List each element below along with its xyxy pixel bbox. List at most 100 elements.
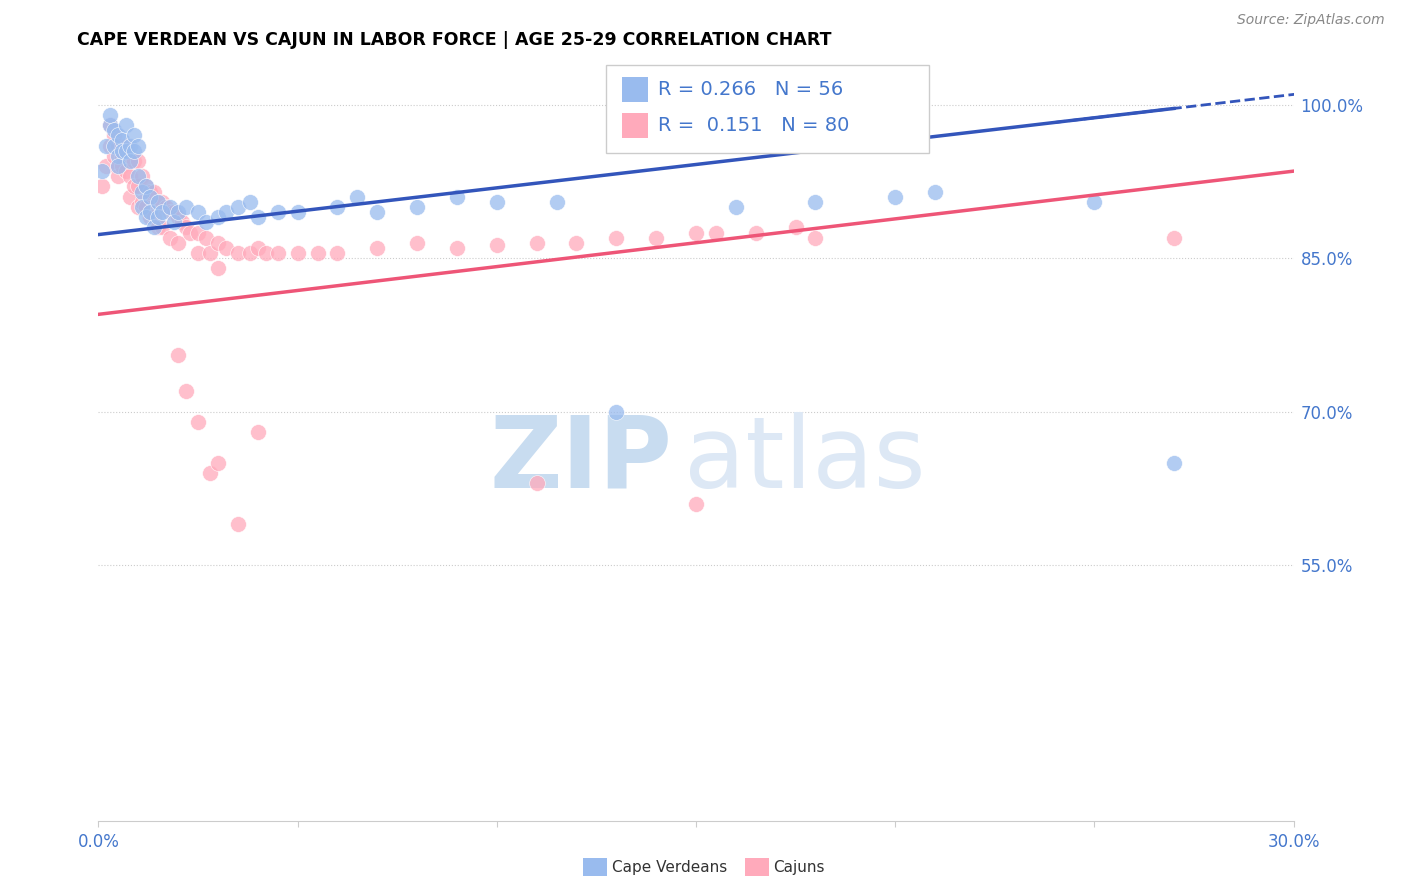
Point bbox=[884, 190, 907, 204]
Point bbox=[98, 118, 122, 132]
Point bbox=[111, 149, 134, 163]
Point bbox=[1083, 194, 1105, 209]
Point bbox=[239, 194, 262, 209]
Point bbox=[148, 194, 170, 209]
Point bbox=[98, 118, 122, 132]
Point bbox=[187, 226, 209, 240]
Point bbox=[239, 246, 262, 260]
Point bbox=[124, 144, 146, 158]
Point bbox=[150, 194, 173, 209]
Point bbox=[107, 159, 129, 173]
Point bbox=[187, 415, 209, 429]
Point bbox=[120, 169, 142, 184]
Point bbox=[605, 230, 627, 244]
Point bbox=[215, 205, 238, 219]
Point bbox=[195, 215, 218, 229]
Point bbox=[246, 425, 269, 439]
Point bbox=[150, 205, 173, 219]
Point bbox=[207, 210, 229, 224]
Point bbox=[159, 205, 181, 219]
Point bbox=[143, 220, 166, 235]
Point bbox=[174, 200, 197, 214]
Point bbox=[1163, 230, 1185, 244]
Point bbox=[124, 128, 146, 143]
Point bbox=[143, 210, 166, 224]
Point bbox=[91, 179, 114, 194]
Point bbox=[195, 230, 218, 244]
Point bbox=[124, 179, 146, 194]
Point bbox=[131, 200, 153, 214]
Point bbox=[226, 516, 249, 531]
Point bbox=[346, 190, 368, 204]
Point bbox=[148, 210, 170, 224]
Point bbox=[724, 200, 747, 214]
Point bbox=[198, 246, 221, 260]
Point bbox=[267, 205, 290, 219]
Point bbox=[115, 138, 138, 153]
Point bbox=[565, 235, 588, 250]
Point bbox=[174, 220, 197, 235]
Point bbox=[167, 210, 190, 224]
Point bbox=[804, 194, 827, 209]
Point bbox=[96, 159, 118, 173]
Point bbox=[307, 246, 329, 260]
Bar bbox=[621, 113, 648, 138]
Point bbox=[187, 246, 209, 260]
FancyBboxPatch shape bbox=[606, 65, 929, 153]
Point bbox=[155, 200, 177, 214]
Point bbox=[167, 205, 190, 219]
Point bbox=[107, 169, 129, 184]
Point bbox=[143, 185, 166, 199]
Point bbox=[91, 164, 114, 178]
Point bbox=[187, 205, 209, 219]
Point bbox=[605, 404, 627, 418]
Point bbox=[103, 149, 125, 163]
Point bbox=[127, 200, 149, 214]
Point bbox=[179, 226, 201, 240]
Point bbox=[546, 194, 568, 209]
Point bbox=[159, 200, 181, 214]
Point bbox=[1163, 456, 1185, 470]
Point bbox=[139, 205, 162, 219]
Point bbox=[785, 220, 807, 235]
Point bbox=[148, 194, 170, 209]
Point bbox=[120, 153, 142, 168]
Point bbox=[207, 261, 229, 276]
Point bbox=[366, 205, 388, 219]
Point bbox=[326, 200, 349, 214]
Point bbox=[139, 190, 162, 204]
Point bbox=[804, 230, 827, 244]
Point bbox=[446, 190, 468, 204]
Point bbox=[526, 235, 548, 250]
Text: ZIP: ZIP bbox=[489, 411, 672, 508]
Text: R = 0.266   N = 56: R = 0.266 N = 56 bbox=[658, 80, 844, 99]
Point bbox=[163, 215, 186, 229]
Point bbox=[167, 235, 190, 250]
Point bbox=[120, 190, 142, 204]
Point bbox=[167, 348, 190, 362]
Point bbox=[115, 144, 138, 158]
Point bbox=[207, 235, 229, 250]
Point bbox=[406, 235, 429, 250]
Point bbox=[226, 200, 249, 214]
Point bbox=[254, 246, 277, 260]
Point bbox=[107, 149, 129, 163]
Point bbox=[246, 210, 269, 224]
Point bbox=[148, 220, 170, 235]
Point bbox=[226, 246, 249, 260]
Point bbox=[150, 220, 173, 235]
Point bbox=[685, 497, 707, 511]
Point bbox=[267, 246, 290, 260]
Point bbox=[124, 153, 146, 168]
Point bbox=[174, 384, 197, 398]
Point bbox=[98, 108, 122, 122]
Point bbox=[745, 226, 768, 240]
Point bbox=[704, 226, 727, 240]
Point bbox=[172, 215, 194, 229]
Point bbox=[131, 194, 153, 209]
Point bbox=[107, 128, 129, 143]
Point bbox=[163, 205, 186, 219]
Point bbox=[127, 153, 149, 168]
Point bbox=[326, 246, 349, 260]
Point bbox=[446, 241, 468, 255]
